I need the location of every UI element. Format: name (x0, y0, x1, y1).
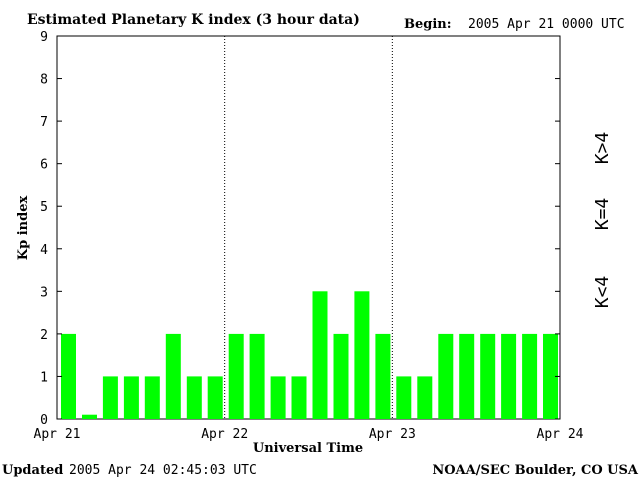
x-tick-label: Apr 22 (201, 427, 248, 442)
legend-k-less-4: K<4 (592, 276, 613, 309)
kp-bar (501, 333, 517, 419)
kp-bar (312, 291, 328, 419)
x-tick-label: Apr 21 (34, 427, 81, 442)
y-tick-label: 0 (40, 413, 48, 428)
updated-label: Updated (2, 463, 63, 478)
y-tick-label: 2 (40, 328, 48, 343)
y-tick-label: 6 (40, 158, 48, 173)
kp-bar (375, 333, 391, 419)
chart-title: Estimated Planetary K index (3 hour data… (27, 12, 360, 28)
kp-bar (207, 376, 223, 419)
kp-bar (438, 333, 454, 419)
y-tick-label: 5 (40, 200, 48, 215)
plot-area (56, 35, 561, 420)
y-tick-label: 7 (40, 115, 48, 130)
kp-bar (291, 376, 307, 419)
y-tick-label: 8 (40, 73, 48, 88)
x-axis-ticks: Apr 21 Apr 22 Apr 23 Apr 24 (34, 427, 584, 442)
kp-bar (82, 414, 97, 419)
bars-group (61, 291, 558, 419)
kp-bar (123, 376, 139, 419)
x-tick-label: Apr 23 (369, 427, 416, 442)
kp-bar (270, 376, 286, 419)
updated-value: 2005 Apr 24 02:45:03 UTC (69, 463, 257, 478)
kp-bar (417, 376, 433, 419)
source-credit: NOAA/SEC Boulder, CO USA (432, 463, 639, 478)
kp-bar (354, 291, 370, 419)
kp-bar (396, 376, 412, 419)
y-tick-label: 3 (40, 285, 48, 300)
kp-bar (228, 333, 244, 419)
legend-k-equal-4: K=4 (592, 198, 613, 231)
y-tick-label: 4 (40, 243, 48, 258)
kp-bar (459, 333, 475, 419)
kp-bar (165, 333, 181, 419)
kp-bar (186, 376, 202, 419)
kp-bar (543, 333, 558, 419)
y-tick-label: 1 (40, 370, 48, 385)
kp-bar (522, 333, 538, 419)
y-tick-label: 9 (40, 30, 48, 45)
legend-k-greater-4: K>4 (592, 132, 613, 165)
kp-bar (249, 333, 265, 419)
y-axis-ticks: 0 1 2 3 4 5 6 7 8 9 (40, 30, 560, 428)
begin-label: Begin: (404, 17, 452, 32)
kp-bar (61, 333, 76, 419)
kp-bar (333, 333, 349, 419)
y-axis-label: Kp index (16, 196, 31, 261)
begin-value: 2005 Apr 21 0000 UTC (468, 17, 625, 32)
x-tick-label: Apr 24 (537, 427, 584, 442)
x-axis-label: Universal Time (253, 441, 363, 456)
day-dividers (224, 36, 393, 419)
kp-bar (102, 376, 118, 419)
kp-bar (144, 376, 160, 419)
kp-bar (480, 333, 496, 419)
